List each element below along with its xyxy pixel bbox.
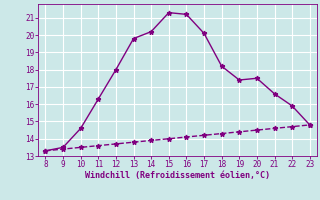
X-axis label: Windchill (Refroidissement éolien,°C): Windchill (Refroidissement éolien,°C) — [85, 171, 270, 180]
